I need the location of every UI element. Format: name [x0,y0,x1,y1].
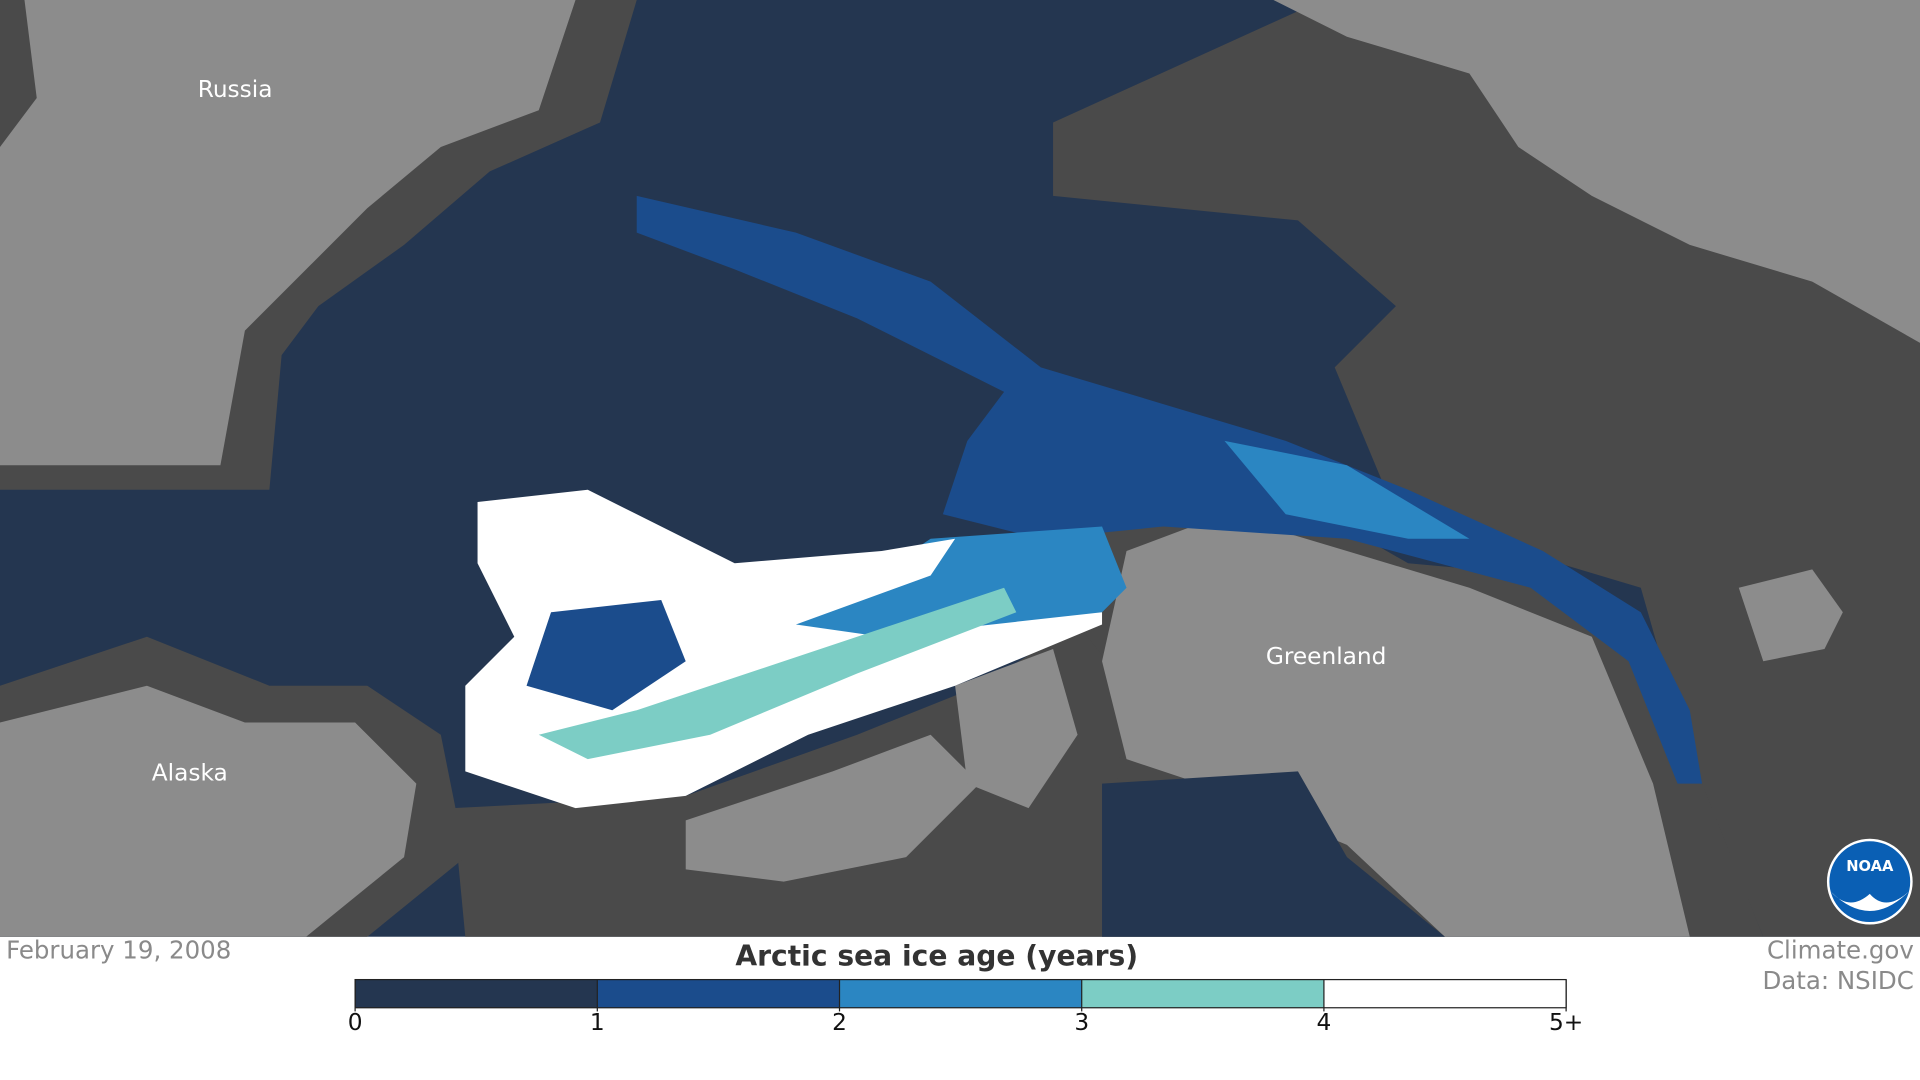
ice-3-4 [538,587,1017,760]
land [1273,0,1920,343]
noaa-logo: NOAA [1826,838,1913,925]
legend-swatch [839,979,1082,1008]
ocean-ice [1102,771,1445,937]
land [955,648,1078,809]
legend-tick-label: 5+ [1549,1009,1583,1036]
land [1738,569,1843,662]
ice-1-2 [636,195,1703,784]
legend-swatch [1081,979,1324,1008]
land [1102,514,1690,937]
place-label: Alaska [152,759,228,786]
legend-title: Arctic sea ice age (years) [735,940,1138,973]
credit: Climate.gov [1767,935,1914,964]
land [0,0,576,466]
place-label: Russia [198,76,273,103]
credit: Data: NSIDC [1762,966,1913,995]
land [0,685,417,937]
land [685,734,980,882]
legend-tick-label: 0 [348,1009,363,1036]
legend-swatch [597,979,840,1008]
map: Russia Alaska Greenland NOAA [0,0,1920,937]
color-legend: 0 1 2 3 4 5+ [348,978,1583,1036]
legend-tick-label: 3 [1074,1009,1089,1036]
logo-swoosh [1830,891,1909,912]
ice-2-3 [1224,440,1470,539]
legend-tick-label: 2 [832,1009,847,1036]
logo-text: NOAA [1846,858,1894,875]
date: February 19, 2008 [6,935,231,964]
legend-swatch [1323,979,1567,1008]
place-label: Greenland [1266,643,1387,670]
legend-tick-label: 1 [590,1009,605,1036]
legend-tick-label: 4 [1317,1009,1332,1036]
ice-1-2 [526,600,686,711]
legend-swatch [355,979,598,1008]
